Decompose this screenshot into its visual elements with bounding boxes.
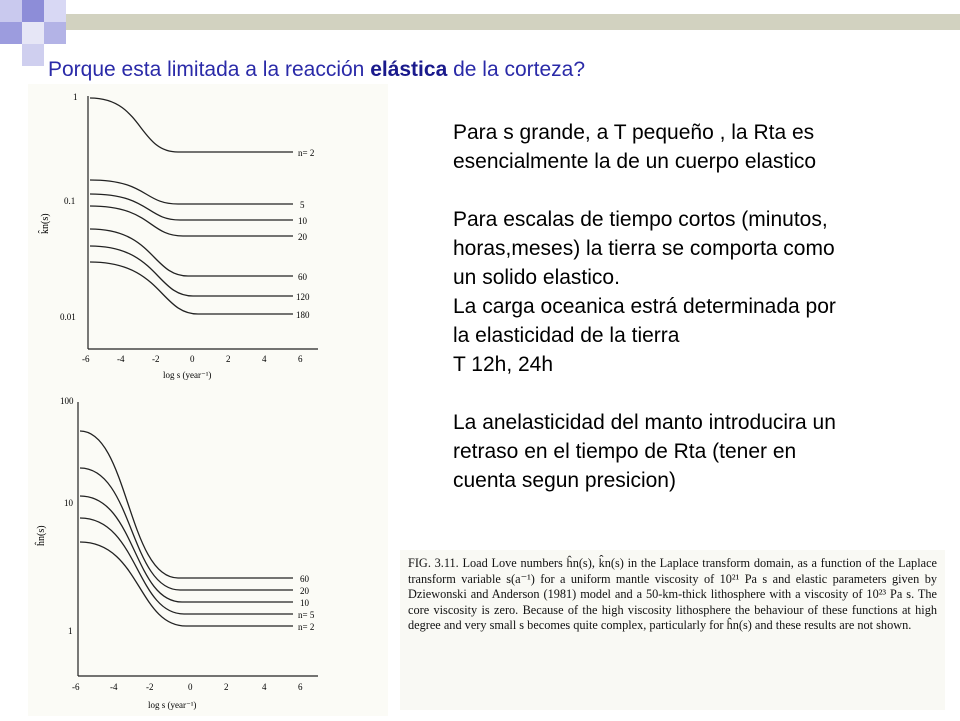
top-curve-label-5: 60 xyxy=(298,272,308,282)
top-ytick-3: 0.01 xyxy=(60,312,76,322)
bottom-curves xyxy=(79,430,293,627)
body-line: horas,meses) la tierra se comporta como xyxy=(453,237,835,260)
top-curve-label-2: 5 xyxy=(300,200,305,210)
bottom-ytick-2: 10 xyxy=(64,498,74,508)
top-curves xyxy=(89,97,293,315)
top-curve-label-3: 10 xyxy=(298,216,308,226)
top-xtick-4: 0 xyxy=(190,354,195,364)
top-xtick-6: 4 xyxy=(262,354,267,364)
plot-top-scan: 1 0.1 0.01 k̂n(s) n= 2 5 10 20 60 120 18… xyxy=(28,84,388,389)
body-line: La carga oceanica estrá determinada por xyxy=(453,295,836,318)
corner-square-5 xyxy=(0,22,22,44)
bottom-curve-label-2: 20 xyxy=(300,586,310,596)
top-ytick-2: 0.1 xyxy=(64,196,75,206)
body-line: T 12h, 24h xyxy=(453,353,554,376)
figure-caption: FIG. 3.11. Load Love numbers ĥn(s), k̂n(… xyxy=(400,550,945,710)
top-curve-label-6: 120 xyxy=(296,292,310,302)
plot-bottom-scan: 100 10 1 ĥn(s) 60 20 10 n= 5 n= 2 -6 -4 … xyxy=(28,386,388,716)
top-xtick-5: 2 xyxy=(226,354,231,364)
top-ytick-1: 1 xyxy=(73,92,78,102)
bottom-curve-label-1: 60 xyxy=(300,574,310,584)
corner-square-7 xyxy=(22,44,44,66)
body-line: la elasticidad de la tierra xyxy=(453,324,680,347)
corner-square-3 xyxy=(44,0,66,22)
body-line: cuenta segun presicion) xyxy=(453,469,676,492)
top-xtick-2: -4 xyxy=(117,354,125,364)
top-xtick-7: 6 xyxy=(298,354,303,364)
top-xlabel: log s (year⁻¹) xyxy=(163,370,211,380)
slide-title: Porque esta limitada a la reacción elást… xyxy=(48,58,586,81)
bottom-xtick-2: -4 xyxy=(110,682,118,692)
bottom-curve-label-5: n= 2 xyxy=(298,622,314,632)
bottom-ytick-3: 1 xyxy=(68,626,73,636)
body-line: un solido elastico. xyxy=(453,266,620,289)
bottom-ylabel: ĥn(s) xyxy=(34,525,47,546)
bottom-xtick-6: 4 xyxy=(262,682,267,692)
corner-square-1 xyxy=(0,0,22,22)
bottom-xtick-4: 0 xyxy=(188,682,193,692)
top-curve-label-1: n= 2 xyxy=(298,148,314,158)
top-xtick-3: -2 xyxy=(152,354,160,364)
body-line: Para escalas de tiempo cortos (minutos, xyxy=(453,208,828,231)
bottom-xtick-7: 6 xyxy=(298,682,303,692)
corner-square-6 xyxy=(44,22,66,44)
body-line: La anelasticidad del manto introducira u… xyxy=(453,411,836,434)
body-line: retraso en el tiempo de Rta (tener en xyxy=(453,440,797,463)
body-line: esencialmente la de un cuerpo elastico xyxy=(453,150,817,173)
bottom-xtick-3: -2 xyxy=(146,682,154,692)
bottom-xtick-1: -6 xyxy=(72,682,80,692)
top-curve-label-7: 180 xyxy=(296,310,310,320)
bottom-curve-label-4: n= 5 xyxy=(298,610,315,620)
bottom-ytick-1: 100 xyxy=(60,396,74,406)
corner-square-2 xyxy=(22,0,44,22)
top-ylabel: k̂n(s) xyxy=(38,213,51,234)
top-xtick-1: -6 xyxy=(82,354,90,364)
slide-body-text: Para s grande, a T pequeño , la Rta es e… xyxy=(453,118,953,495)
bottom-xtick-5: 2 xyxy=(224,682,229,692)
bottom-curve-label-3: 10 xyxy=(300,598,310,608)
corner-square-4 xyxy=(22,22,44,44)
bottom-xlabel: log s (year⁻¹) xyxy=(148,700,196,710)
body-line: Para s grande, a T pequeño , la Rta es xyxy=(453,121,815,144)
top-curve-label-4: 20 xyxy=(298,232,308,242)
header-bar xyxy=(66,14,960,30)
